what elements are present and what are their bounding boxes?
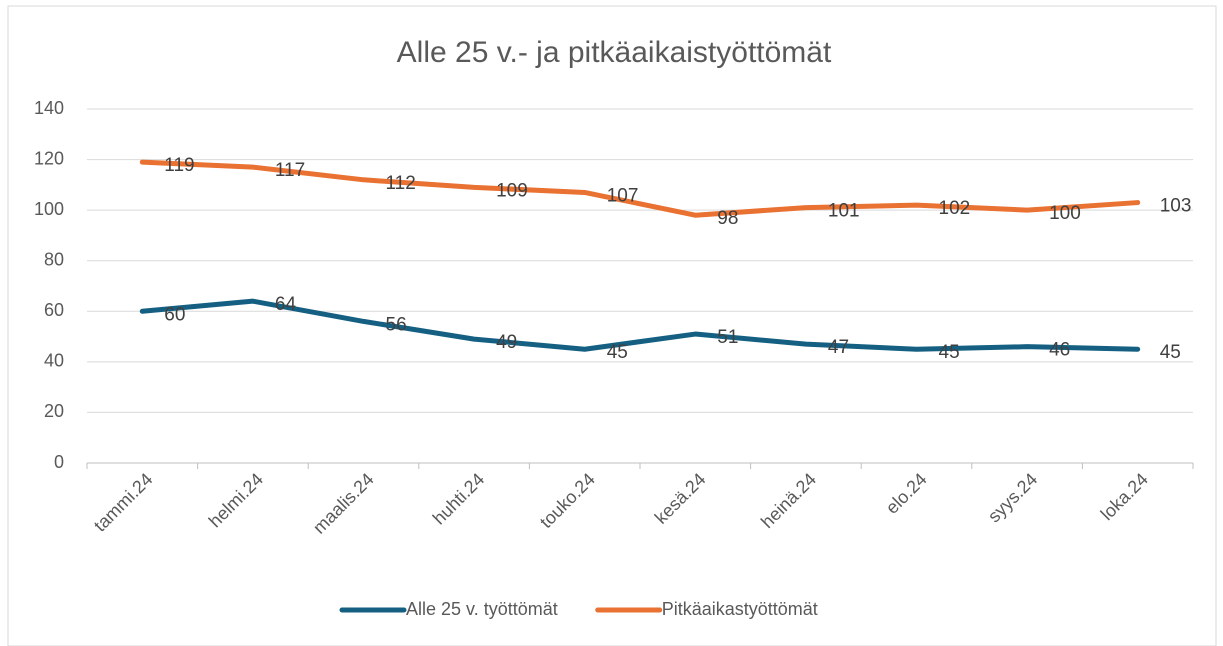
data-label: 56 <box>386 314 407 335</box>
y-tick-label: 100 <box>34 199 64 219</box>
data-label: 109 <box>496 180 528 201</box>
data-label: 100 <box>1049 203 1081 224</box>
data-label: 60 <box>164 304 185 325</box>
data-label: 107 <box>607 185 639 206</box>
data-label: 64 <box>275 294 297 315</box>
legend-label: Pitkäaikastyöttömät <box>662 599 818 619</box>
data-label: 119 <box>164 155 194 176</box>
data-label: 51 <box>717 327 738 348</box>
data-label: 117 <box>275 160 305 181</box>
chart-frame <box>7 5 1217 646</box>
legend-label: Alle 25 v. työttömät <box>406 599 558 619</box>
data-label: 46 <box>1049 340 1070 361</box>
data-label: 112 <box>386 173 416 194</box>
series-line <box>139 298 1141 352</box>
chart-title: Alle 25 v.- ja pitkäaikaistyöttömät <box>397 36 832 69</box>
data-label: 47 <box>828 337 849 358</box>
y-tick-label: 140 <box>34 98 64 118</box>
series-line <box>139 159 1141 218</box>
y-tick-label: 20 <box>44 401 64 421</box>
data-label: 45 <box>607 342 628 363</box>
data-label: 98 <box>717 208 738 229</box>
data-label: 45 <box>1160 342 1181 363</box>
data-label: 45 <box>939 342 960 363</box>
y-tick-label: 0 <box>54 452 64 472</box>
y-tick-label: 40 <box>44 351 64 371</box>
y-tick-label: 60 <box>44 300 64 320</box>
data-label: 103 <box>1160 196 1192 217</box>
data-label: 49 <box>496 332 517 353</box>
y-tick-label: 120 <box>34 148 64 168</box>
data-label: 101 <box>828 201 860 222</box>
y-tick-label: 80 <box>44 249 64 269</box>
data-label: 102 <box>939 198 971 219</box>
